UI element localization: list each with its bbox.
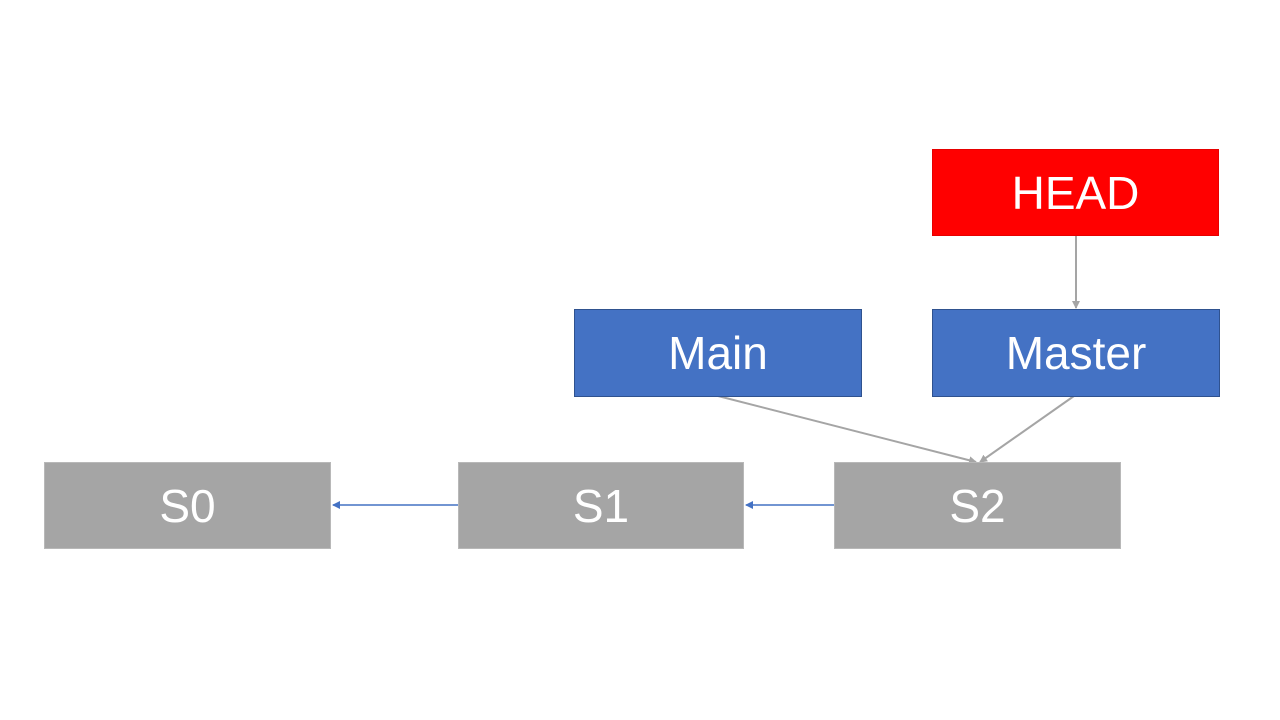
branch-master-box: Master (932, 309, 1220, 397)
commit-s0-box: S0 (44, 462, 331, 549)
head-pointer-label: HEAD (1011, 166, 1140, 219)
commit-s2-label: S2 (949, 479, 1006, 532)
commit-s1-box: S1 (458, 462, 744, 549)
arrow-master-to-s2 (979, 395, 1075, 463)
branch-main-label: Main (668, 327, 768, 379)
commit-s0-label: S0 (159, 479, 216, 532)
commit-s2-box: S2 (834, 462, 1121, 549)
branch-master-label: Master (1005, 327, 1147, 379)
arrow-main-to-s2 (717, 395, 977, 465)
head-pointer-box: HEAD (932, 149, 1219, 236)
branch-main-box: Main (574, 309, 862, 397)
commit-s1-label: S1 (572, 479, 630, 532)
